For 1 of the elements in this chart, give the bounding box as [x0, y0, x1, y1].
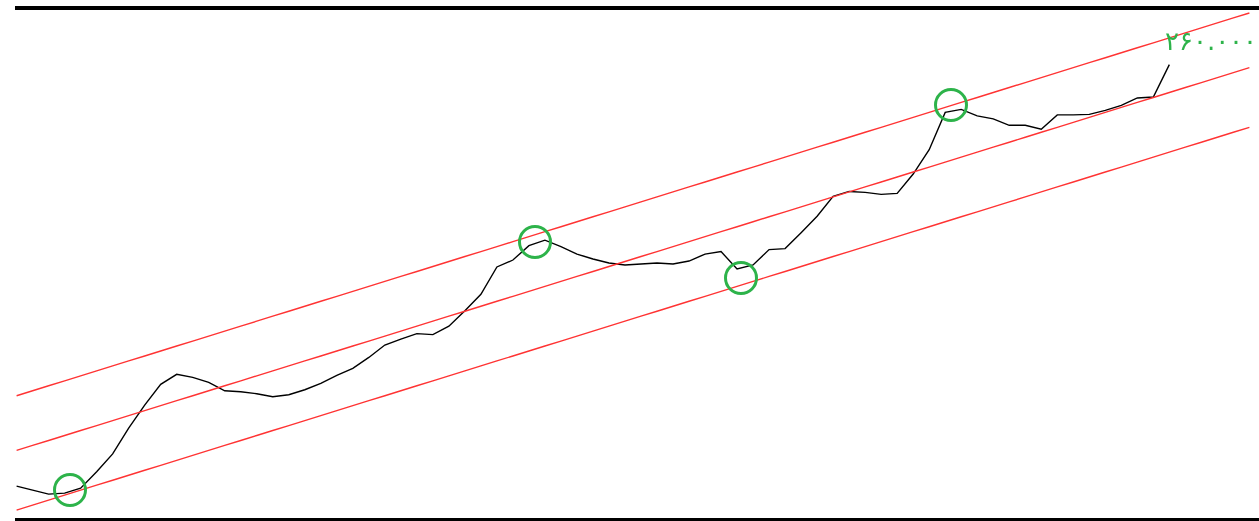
- annotation: ۲۶۰.۰۰۰: [1165, 26, 1258, 56]
